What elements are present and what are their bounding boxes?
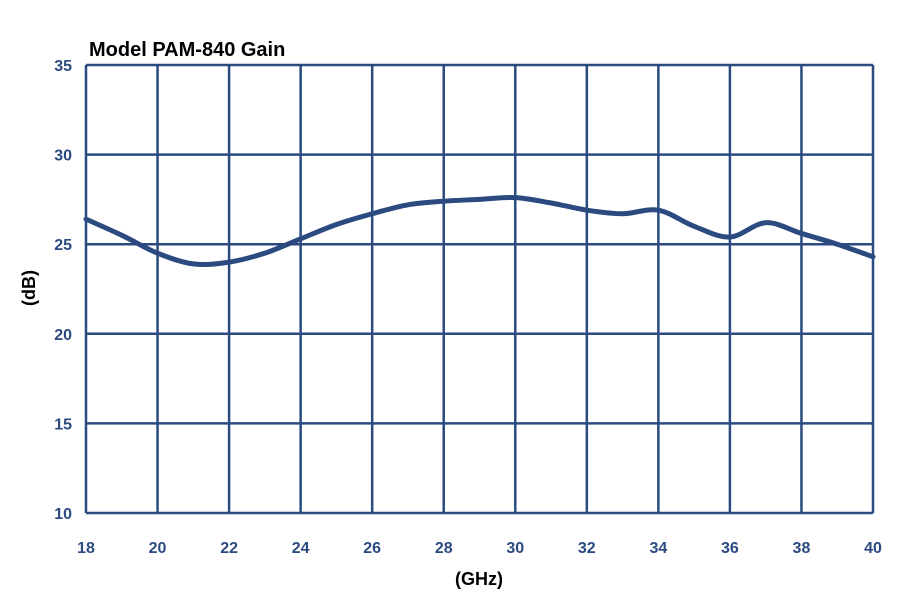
y-tick-label: 25 bbox=[54, 237, 72, 254]
y-axis-ticks: 10 15 20 25 30 35 bbox=[54, 58, 72, 523]
y-tick-label: 30 bbox=[54, 148, 72, 165]
x-tick-label: 38 bbox=[793, 540, 811, 557]
series-line-gain bbox=[83, 194, 876, 268]
y-tick-label: 35 bbox=[54, 58, 72, 75]
x-tick-label: 32 bbox=[578, 540, 596, 557]
x-axis-ticks: 18 20 22 24 26 28 30 32 34 36 38 40 bbox=[77, 540, 882, 557]
x-tick-label: 40 bbox=[864, 540, 882, 557]
x-tick-label: 22 bbox=[220, 540, 238, 557]
x-tick-label: 30 bbox=[506, 540, 524, 557]
x-tick-label: 26 bbox=[363, 540, 381, 557]
x-tick-label: 36 bbox=[721, 540, 739, 557]
chart-title: Model PAM-840 Gain bbox=[89, 39, 285, 61]
y-axis-label: (dB) bbox=[19, 270, 39, 306]
y-tick-label: 20 bbox=[54, 327, 72, 344]
x-tick-label: 34 bbox=[649, 540, 667, 557]
y-tick-label: 15 bbox=[54, 416, 72, 433]
grid bbox=[84, 63, 875, 515]
x-tick-label: 24 bbox=[292, 540, 310, 557]
series-layer bbox=[83, 194, 876, 268]
x-tick-label: 20 bbox=[149, 540, 167, 557]
y-tick-label: 10 bbox=[54, 506, 72, 523]
x-tick-label: 28 bbox=[435, 540, 453, 557]
x-axis-label: (GHz) bbox=[455, 569, 503, 589]
x-tick-label: 18 bbox=[77, 540, 95, 557]
